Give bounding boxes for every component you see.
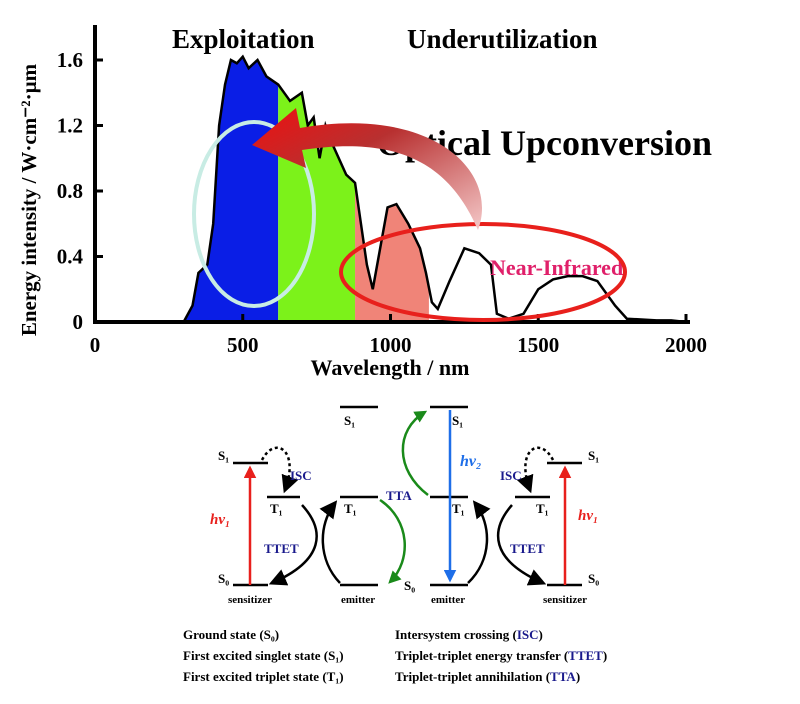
y-tick-label: 1.6 [57,48,83,72]
level-label: T₁ [452,501,465,516]
legend-abbr: TTA [550,669,576,684]
spectrum-line [182,54,687,324]
x-tick-label: 2000 [665,333,707,357]
level-label: S₁ [452,413,463,428]
tta-arrow [401,410,429,496]
legend-entry: Triplet-triplet energy transfer (TTET) [395,648,607,663]
y-axis-label: Energy intensity / W·cm⁻²·µm [17,63,41,336]
isc-arrow [516,446,555,494]
level-label: S₁ [344,413,355,428]
legend-text: ) [603,648,607,663]
legend: Ground state (S₀) First excited singlet s… [183,627,607,684]
level-label: T₁ [270,501,283,516]
isc-label: ISC [290,468,312,483]
legend-text: Intersystem crossing ( [395,627,517,642]
tta-label: TTA [386,488,412,503]
photon-label: hν₂ [460,453,482,470]
photon-label: hν₁ [210,512,230,528]
legend-entry: First excited singlet state (S₁) [183,648,344,663]
diagram-labels: S₁ T₁ S₀ S₁ T₁ S₀ S₁ T₁ S₁ T₁ S₀ hν₁ hν₁… [210,413,599,606]
y-tick-label: 1.2 [57,114,83,138]
role-label: emitter [341,594,375,606]
legend-text: Triplet-triplet annihilation ( [395,669,550,684]
isc-arrow [260,446,299,494]
x-tick-label: 500 [227,333,259,357]
role-label: sensitizer [543,594,587,606]
visible-ellipse [192,120,316,308]
y-tick-label: 0 [73,310,84,334]
ttet-arrow [496,504,547,586]
upconversion-diagram [233,405,582,587]
photon-label: hν₁ [578,508,598,524]
isc-label: ISC [500,468,522,483]
legend-entry: First excited triplet state (T₁) [183,669,344,684]
nir-ellipse [339,222,627,322]
legend-abbr: TTET [568,648,603,663]
y-tick-label: 0.4 [57,245,84,269]
y-tick-label: 0.8 [57,179,83,203]
annotation: Exploitation [172,24,315,54]
legend-entry: Intersystem crossing (ISC) [395,627,543,642]
legend-abbr: ISC [517,627,539,642]
x-axis-label: Wavelength / nm [311,355,470,380]
annotation: Near-Infrared [490,255,623,280]
x-tick-label: 1500 [517,333,559,357]
annotation: Underutilization [407,24,598,54]
ttet-label: TTET [510,541,545,556]
legend-entry: Ground state (S₀) [183,627,279,642]
ttet-label: TTET [264,541,299,556]
ttet-arrow [319,500,341,584]
level-label: T₁ [344,501,357,516]
ttet-arrow [467,500,491,584]
legend-text: Triplet-triplet energy transfer ( [395,648,568,663]
tta-arrow [379,498,406,584]
x-tick-label: 0 [90,333,101,357]
level-label: S₀ [218,571,229,586]
legend-text: ) [576,669,580,684]
level-label: T₁ [536,501,549,516]
spectrum-band [355,56,429,322]
level-label: S₀ [404,578,415,593]
upconversion-arrow [252,108,483,230]
role-label: sensitizer [228,594,272,606]
legend-entry: Triplet-triplet annihilation (TTA) [395,669,580,684]
level-label: S₁ [588,448,599,463]
ttet-arrow [268,504,318,586]
level-label: S₁ [218,448,229,463]
level-label: S₀ [588,571,599,586]
role-label: emitter [431,594,465,606]
x-tick-label: 1000 [370,333,412,357]
legend-text: ) [539,627,543,642]
